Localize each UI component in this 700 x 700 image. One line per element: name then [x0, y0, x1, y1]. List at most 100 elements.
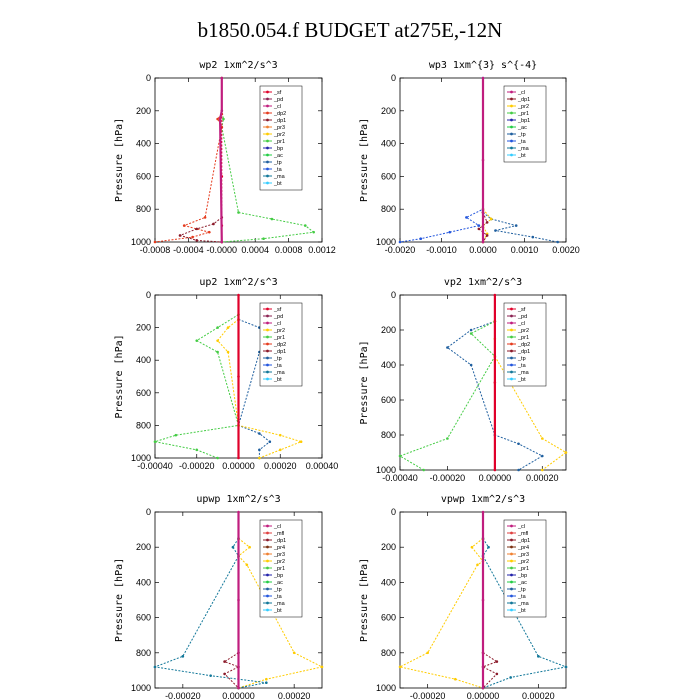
y-tick-label: 800 [381, 204, 396, 214]
data-point [481, 598, 485, 602]
data-point [237, 598, 240, 602]
legend-marker [266, 524, 269, 528]
data-point [220, 109, 224, 113]
legend-marker [266, 566, 269, 570]
data-point [153, 240, 157, 244]
legend-label: _bp [517, 573, 527, 579]
legend-marker [510, 335, 513, 339]
y-tick-label: 600 [381, 171, 396, 181]
legend-marker [266, 307, 269, 311]
legend-label: _bp [273, 146, 283, 152]
legend-label: _bt [273, 181, 282, 187]
y-tick-label: 800 [136, 648, 151, 658]
data-point [248, 545, 251, 549]
series-line-dp1 [481, 652, 498, 689]
legend-marker [510, 601, 513, 605]
data-point [398, 665, 402, 669]
y-tick-label: 600 [136, 388, 151, 398]
legend-label: _ma [517, 370, 530, 376]
data-point [517, 468, 520, 472]
legend-marker [266, 174, 269, 178]
legend-label: _bp [273, 573, 283, 579]
y-tick-label: 0 [146, 73, 151, 83]
data-point [448, 230, 452, 234]
legend-marker [266, 587, 269, 591]
y-tick-label: 0 [391, 507, 396, 517]
data-point [292, 651, 296, 655]
data-point [493, 293, 497, 297]
legend-marker [510, 363, 513, 367]
data-point [258, 448, 261, 452]
data-point [237, 211, 240, 214]
legend-marker [266, 160, 269, 164]
legend-label: _dp1 [517, 349, 530, 355]
data-point [304, 224, 307, 227]
legend-marker [510, 356, 513, 360]
y-axis-label: Pressure [hPa] [359, 118, 370, 202]
data-point [195, 239, 199, 242]
legend-marker [510, 118, 513, 122]
x-tick-label: -0.0010 [426, 245, 457, 255]
legend-label: _ta [273, 363, 283, 369]
data-point [237, 510, 240, 514]
data-point [469, 363, 473, 367]
data-point [222, 117, 225, 121]
legend-marker [266, 545, 269, 549]
legend-marker [266, 580, 269, 584]
legend-label: _bp1 [517, 118, 530, 124]
legend-marker [266, 370, 269, 374]
data-point [477, 227, 481, 231]
y-tick-label: 600 [136, 171, 151, 181]
data-point [265, 681, 268, 685]
legend-marker [266, 363, 269, 367]
data-point [265, 677, 268, 681]
legend-label: _pr2 [273, 559, 285, 565]
data-point [465, 216, 468, 219]
data-point [426, 651, 429, 655]
y-axis-label: Pressure [hPa] [114, 118, 125, 202]
data-point [216, 117, 219, 121]
data-point [195, 339, 199, 342]
series-line-cl [218, 78, 223, 243]
data-point [245, 563, 249, 567]
x-tick-label: -0.00020 [179, 461, 215, 471]
data-point [216, 456, 219, 460]
data-point [490, 217, 493, 221]
legend-label: _ma [517, 146, 530, 152]
y-tick-label: 400 [381, 360, 396, 370]
legend-marker [266, 342, 269, 346]
legend-marker [510, 307, 513, 311]
legend-label: _dp2 [273, 111, 286, 117]
legend-label: _pr1 [517, 566, 529, 572]
legend-marker [510, 573, 513, 577]
legend-marker [266, 181, 269, 185]
data-point [481, 686, 485, 690]
y-tick-label: 400 [136, 577, 151, 587]
data-point [191, 235, 194, 239]
x-tick-label: 0.00020 [526, 473, 559, 483]
data-point [258, 456, 261, 460]
y-tick-label: 200 [381, 325, 396, 335]
legend-label: _cl [273, 321, 281, 327]
legend-label: _dp2 [273, 342, 286, 348]
legend-label: _sf [517, 307, 526, 313]
legend-marker [266, 125, 269, 129]
legend-marker [266, 321, 269, 325]
data-point [226, 350, 230, 354]
y-axis-label: Pressure [hPa] [359, 558, 370, 642]
data-point [203, 216, 207, 219]
legend-label: _ac [273, 580, 283, 586]
legend-marker [266, 90, 269, 94]
legend-marker [266, 377, 269, 381]
legend-label: _sf [273, 90, 282, 96]
x-tick-label: 0.0020 [552, 245, 580, 255]
data-point [237, 456, 240, 460]
legend-label: _ac [273, 153, 283, 159]
x-tick-label: -0.00020 [410, 691, 446, 700]
legend-marker [510, 314, 513, 318]
x-tick-label: 0.00000 [222, 691, 255, 700]
legend-marker [266, 97, 269, 101]
y-tick-label: 0 [146, 290, 151, 300]
data-point [223, 660, 226, 663]
panel-title: vpwp 1xm^2/s^3 [441, 494, 525, 505]
